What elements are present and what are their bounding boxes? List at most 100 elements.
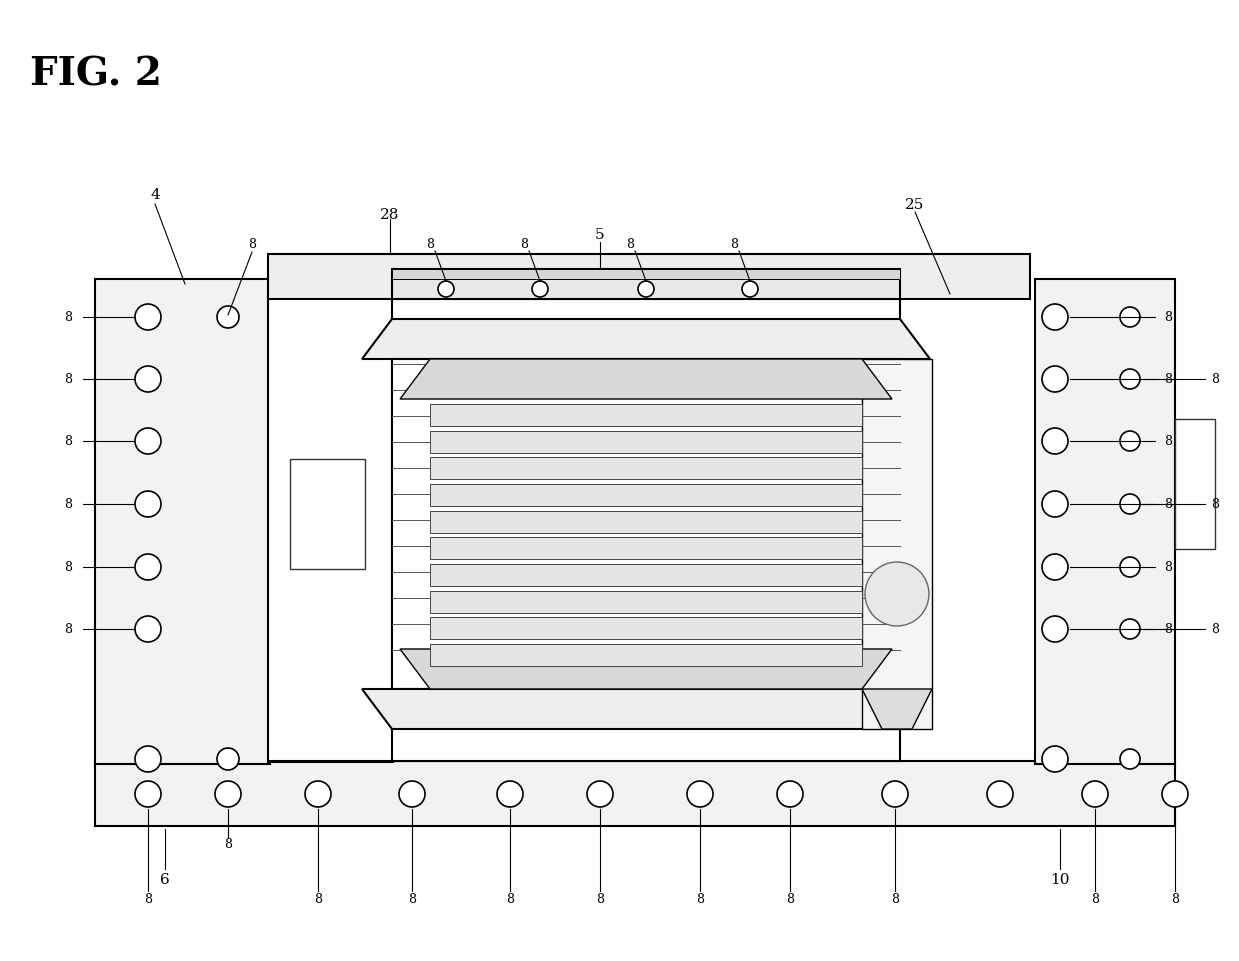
Text: 8: 8	[64, 498, 72, 511]
Text: 8: 8	[64, 373, 72, 386]
Circle shape	[1082, 781, 1108, 807]
Text: 8: 8	[1163, 311, 1172, 324]
Bar	[392, 295, 900, 761]
Text: 8: 8	[64, 311, 72, 324]
Circle shape	[217, 749, 239, 770]
Bar	[430, 405, 862, 427]
Text: 8: 8	[786, 893, 794, 905]
Text: 8: 8	[506, 893, 514, 905]
Circle shape	[1162, 781, 1188, 807]
Circle shape	[135, 429, 161, 455]
Circle shape	[1120, 431, 1140, 452]
Text: 8: 8	[696, 893, 704, 905]
Circle shape	[305, 781, 331, 807]
Text: 8: 8	[426, 238, 434, 251]
Circle shape	[497, 781, 523, 807]
Text: 8: 8	[1163, 435, 1172, 448]
Text: 8: 8	[144, 893, 152, 905]
Polygon shape	[362, 689, 930, 729]
Text: 8: 8	[626, 238, 634, 251]
Text: 25: 25	[906, 198, 924, 211]
Text: FIG. 2: FIG. 2	[30, 55, 162, 93]
Text: 8: 8	[1211, 373, 1219, 386]
Bar	[1035, 280, 1175, 764]
Circle shape	[1042, 366, 1068, 393]
Bar	[392, 270, 900, 300]
Text: 6: 6	[160, 872, 170, 886]
Circle shape	[1120, 495, 1140, 514]
Circle shape	[1120, 619, 1140, 639]
Text: 8: 8	[408, 893, 416, 905]
Circle shape	[1120, 557, 1140, 578]
Text: 8: 8	[64, 435, 72, 448]
Text: 8: 8	[64, 623, 72, 636]
Text: 8: 8	[730, 238, 738, 251]
Circle shape	[1042, 491, 1068, 517]
Bar	[430, 591, 862, 613]
Circle shape	[742, 282, 758, 298]
Circle shape	[439, 282, 453, 298]
Bar	[95, 761, 1175, 826]
Circle shape	[1120, 370, 1140, 389]
Circle shape	[1042, 429, 1068, 455]
Bar	[268, 295, 393, 762]
Circle shape	[399, 781, 425, 807]
Circle shape	[987, 781, 1014, 807]
Circle shape	[1042, 616, 1068, 642]
Circle shape	[135, 781, 161, 807]
Text: 8: 8	[1211, 623, 1219, 636]
Bar	[430, 431, 862, 454]
Bar	[862, 359, 932, 729]
Text: 8: 8	[313, 893, 322, 905]
Circle shape	[587, 781, 613, 807]
Polygon shape	[392, 270, 900, 280]
Circle shape	[1042, 747, 1068, 773]
Bar	[430, 617, 862, 639]
Text: 8: 8	[891, 893, 900, 905]
Bar	[95, 280, 270, 764]
Circle shape	[135, 747, 161, 773]
Circle shape	[686, 781, 712, 807]
Circle shape	[135, 366, 161, 393]
Text: 8: 8	[248, 238, 256, 251]
Circle shape	[1120, 750, 1140, 769]
Bar	[268, 255, 1030, 300]
Circle shape	[1042, 305, 1068, 331]
Bar	[430, 484, 862, 506]
Text: 8: 8	[1092, 893, 1099, 905]
Polygon shape	[400, 650, 892, 689]
Text: 5: 5	[595, 228, 605, 242]
Text: 4: 4	[150, 187, 160, 202]
Text: 10: 10	[1051, 872, 1069, 886]
Circle shape	[135, 305, 161, 331]
Text: 8: 8	[1163, 373, 1172, 386]
Text: 8: 8	[64, 561, 72, 574]
Circle shape	[532, 282, 548, 298]
Circle shape	[865, 562, 929, 627]
Text: 8: 8	[1163, 498, 1172, 511]
Text: 8: 8	[520, 238, 528, 251]
Polygon shape	[362, 320, 930, 359]
Circle shape	[777, 781, 803, 807]
Circle shape	[135, 554, 161, 580]
Bar	[430, 457, 862, 480]
Bar	[430, 537, 862, 559]
Circle shape	[882, 781, 908, 807]
Circle shape	[217, 307, 239, 329]
Text: 8: 8	[1171, 893, 1180, 905]
Circle shape	[638, 282, 654, 298]
Text: 8: 8	[1163, 623, 1172, 636]
Circle shape	[216, 781, 242, 807]
Text: 8: 8	[1211, 498, 1219, 511]
Bar	[430, 511, 862, 533]
Circle shape	[135, 491, 161, 517]
Bar	[392, 359, 900, 689]
Polygon shape	[400, 359, 892, 400]
Circle shape	[1042, 554, 1068, 580]
Bar	[430, 644, 862, 666]
Text: 8: 8	[224, 838, 232, 850]
Circle shape	[1120, 308, 1140, 328]
Text: 8: 8	[1163, 561, 1172, 574]
Text: 28: 28	[380, 208, 400, 222]
Bar	[430, 564, 862, 586]
